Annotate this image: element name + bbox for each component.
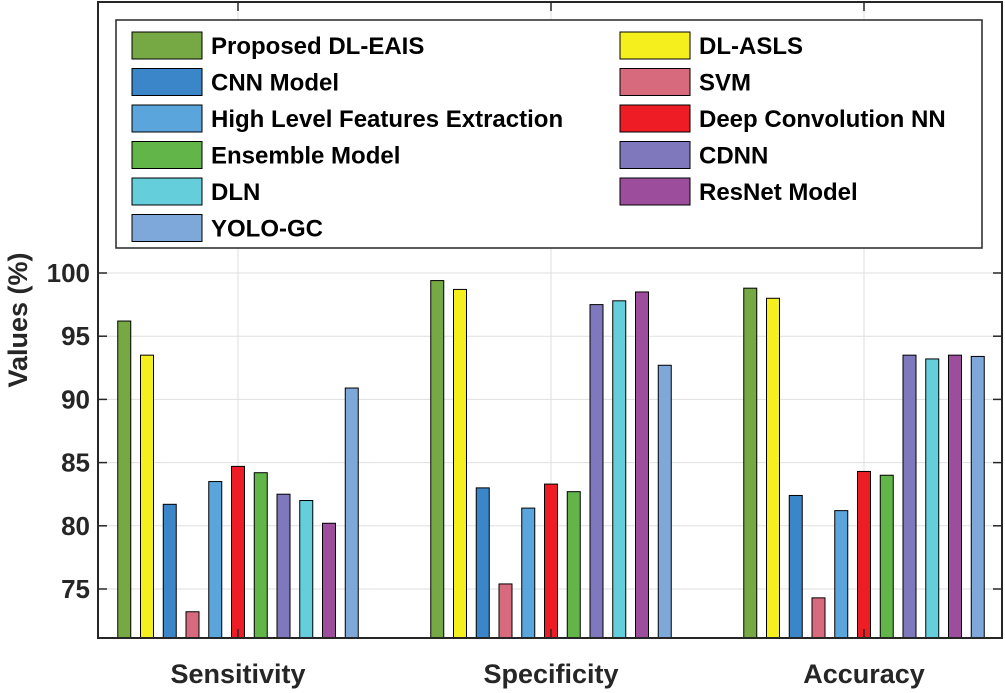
y-tick-label: 85 <box>61 448 90 478</box>
plot-frame <box>97 1 1003 639</box>
legend-label: Deep Convolution NN <box>699 106 946 133</box>
bar <box>185 611 200 639</box>
bar <box>766 297 780 639</box>
bar <box>453 288 467 639</box>
y-tick-label: 75 <box>61 574 90 604</box>
legend-label: DL-ASLS <box>699 33 803 60</box>
bar <box>117 320 132 639</box>
legend-label: Ensemble Model <box>211 143 400 170</box>
bar <box>589 304 604 639</box>
bar <box>925 358 940 639</box>
bar <box>208 481 223 639</box>
legend-label: SVM <box>699 70 751 97</box>
legend-swatch <box>619 104 691 133</box>
bar <box>140 354 154 639</box>
y-axis-ticks: 75 80 85 90 95 100 <box>47 258 1002 604</box>
y-axis-label: Values (%) <box>3 252 33 387</box>
legend-swatch <box>131 177 203 206</box>
legend-swatch <box>131 214 203 242</box>
bar <box>344 387 359 639</box>
legend-label: ResNet Model <box>699 179 858 206</box>
y-tick-label: 95 <box>61 321 90 351</box>
y-tick-label: 80 <box>61 511 90 541</box>
bar <box>566 491 581 639</box>
x-tick-label: Accuracy <box>803 659 925 689</box>
bar <box>970 355 985 639</box>
bar <box>322 522 336 639</box>
legend-swatch <box>131 31 203 60</box>
bar <box>475 487 490 639</box>
bar <box>612 300 627 639</box>
legend-swatch <box>131 141 203 169</box>
bar <box>276 493 291 639</box>
legend-box <box>115 19 983 249</box>
legend-swatch <box>619 141 691 169</box>
legend: Proposed DL-EAIS DL-ASLS CNN Model SVM High … <box>115 19 983 249</box>
legend-swatch <box>131 104 203 133</box>
bar <box>430 280 445 639</box>
bar <box>299 500 314 639</box>
legend-label: YOLO-GC <box>211 216 323 243</box>
bar <box>788 494 803 639</box>
legend-swatch <box>619 31 691 60</box>
bar <box>657 364 672 639</box>
bar <box>162 503 177 639</box>
bars <box>117 280 985 639</box>
legend-label: CNN Model <box>211 70 339 97</box>
y-tick-label: 90 <box>61 384 90 414</box>
x-tick-label: Specificity <box>483 659 618 689</box>
legend-label: Proposed DL-EAIS <box>211 33 424 60</box>
legend-label: DLN <box>211 179 260 206</box>
bar <box>544 483 558 639</box>
bar <box>902 354 917 639</box>
bar <box>857 470 871 639</box>
legend-swatch <box>619 68 691 96</box>
x-tick-label: Sensitivity <box>170 659 305 689</box>
bar <box>231 465 245 639</box>
bar <box>635 291 649 639</box>
x-axis-ticks: Sensitivity Specificity Accuracy <box>170 2 925 689</box>
bar <box>253 472 268 639</box>
y-tick-label: 100 <box>47 258 90 288</box>
bar <box>834 510 849 639</box>
legend-label: CDNN <box>699 143 768 170</box>
bar <box>498 583 513 639</box>
bar <box>811 597 826 639</box>
bar <box>743 287 758 639</box>
bar <box>879 474 894 639</box>
legend-swatch <box>619 177 691 206</box>
legend-label: High Level Features Extraction <box>211 106 563 133</box>
bar <box>521 507 536 639</box>
legend-swatch <box>131 68 203 96</box>
bar <box>948 354 962 639</box>
